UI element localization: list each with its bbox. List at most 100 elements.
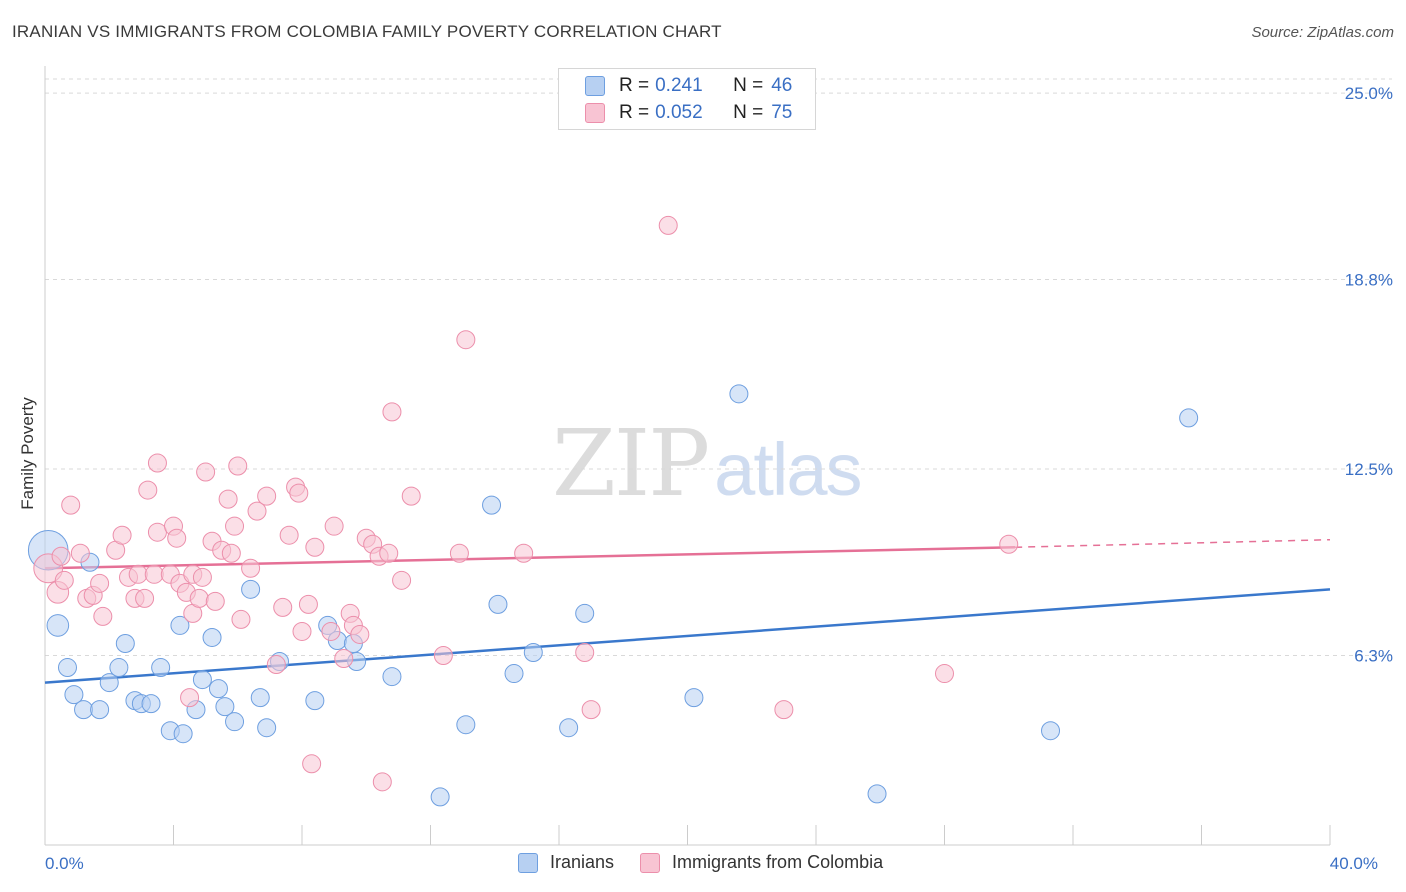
data-point-blue: [225, 712, 245, 732]
data-point-blue: [90, 700, 110, 720]
legend-n-value: 75: [771, 102, 793, 123]
data-point-blue: [430, 787, 450, 807]
data-point-pink: [305, 537, 325, 557]
legend-n-label: N =: [733, 102, 764, 123]
data-point-pink: [61, 495, 81, 515]
legend-r-label: R =: [619, 102, 650, 123]
y-axis-label: Family Poverty: [18, 397, 37, 510]
data-point-blue: [170, 615, 190, 635]
y-tick-label: 12.5%: [1345, 460, 1393, 479]
data-point-pink: [379, 543, 399, 563]
legend-swatch-pink: [585, 103, 605, 123]
data-point-pink: [279, 525, 299, 545]
legend-swatch-blue: [585, 76, 605, 96]
data-point-blue: [141, 694, 161, 714]
stats-legend: R = 0.241 N = 46 R = 0.052 N = 75: [558, 68, 816, 130]
data-point-pink: [289, 483, 309, 503]
data-point-pink: [70, 543, 90, 563]
data-point-blue: [57, 658, 77, 678]
y-tick-label: 25.0%: [1345, 84, 1393, 103]
data-point-pink: [350, 624, 370, 644]
data-point-blue: [257, 718, 277, 738]
series-swatch-pink: [640, 852, 661, 873]
data-point-pink: [392, 570, 412, 590]
data-point-pink: [575, 643, 595, 663]
data-point-blue: [488, 594, 508, 614]
data-point-blue: [482, 495, 502, 515]
axis-layer: [44, 66, 1331, 846]
data-point-pink: [334, 649, 354, 669]
data-point-blue: [523, 643, 543, 663]
chart-title: IRANIAN VS IMMIGRANTS FROM COLOMBIA FAMI…: [12, 22, 722, 41]
x-tick-label: 0.0%: [45, 854, 84, 873]
trend-line-extension-pink: [1015, 538, 1331, 548]
data-point-pink: [167, 528, 187, 548]
x-tick-label: 40.0%: [1330, 854, 1378, 873]
data-point-pink: [935, 664, 954, 684]
data-point-blue: [109, 658, 129, 678]
data-point-pink: [658, 215, 678, 235]
data-point-pink: [382, 402, 402, 422]
data-point-pink: [51, 546, 71, 566]
trend-line-blue: [44, 588, 1331, 684]
data-point-blue: [729, 384, 749, 404]
series-legend-colombia[interactable]: Immigrants from Colombia: [640, 852, 883, 873]
data-point-blue: [99, 673, 119, 693]
data-point-pink: [228, 456, 248, 476]
series-swatch-blue: [518, 852, 538, 873]
data-point-blue: [46, 614, 70, 637]
data-point-blue: [1179, 408, 1199, 428]
data-point-pink: [231, 609, 251, 629]
data-point-pink: [257, 486, 277, 506]
data-point-blue: [684, 688, 704, 708]
data-point-blue: [241, 579, 261, 599]
data-point-pink: [112, 525, 132, 545]
data-point-pink: [449, 543, 469, 563]
data-point-pink: [93, 606, 113, 626]
data-point-pink: [456, 330, 476, 350]
data-point-blue: [575, 603, 595, 623]
series-name: Iranians: [550, 852, 615, 872]
legend-row-colombia: R = 0.052 N = 75: [585, 100, 792, 126]
data-point-blue: [115, 633, 135, 653]
data-point-blue: [173, 724, 193, 744]
data-point-blue: [151, 658, 171, 678]
data-point-blue: [192, 670, 212, 690]
y-tick-label: 6.3%: [1354, 647, 1393, 666]
y-tick-label: 18.8%: [1345, 271, 1393, 290]
label-layer: 6.3% 12.5% 18.8% 25.0% 0.0% 40.0% Family Pover…: [18, 84, 1393, 873]
data-point-pink: [774, 700, 794, 720]
data-point-blue: [208, 679, 228, 699]
data-point-pink: [205, 591, 225, 611]
data-point-pink: [302, 754, 322, 774]
data-point-blue: [1041, 721, 1061, 741]
data-point-pink: [138, 480, 158, 500]
data-point-pink: [581, 700, 601, 720]
data-point-blue: [250, 688, 270, 708]
series-legend-iranians[interactable]: Iranians: [518, 852, 614, 873]
data-point-pink: [54, 570, 74, 590]
data-point-pink: [266, 655, 286, 675]
legend-r-value: 0.241: [655, 75, 703, 96]
data-point-blue: [382, 667, 402, 687]
data-point-pink: [433, 646, 453, 666]
data-point-pink: [144, 564, 164, 584]
data-point-blue: [456, 715, 476, 735]
data-point-pink: [128, 564, 148, 584]
data-point-pink: [298, 594, 318, 614]
data-point-blue: [559, 718, 579, 738]
data-point-blue: [305, 691, 325, 711]
legend-n-value: 46: [771, 75, 793, 96]
data-point-pink: [324, 516, 344, 536]
data-point-pink: [90, 573, 110, 593]
data-point-pink: [147, 522, 167, 542]
data-point-pink: [221, 543, 241, 563]
data-point-pink: [372, 772, 392, 792]
data-point-pink: [401, 486, 421, 506]
data-point-pink: [292, 621, 312, 641]
data-point-pink: [225, 516, 245, 536]
data-point-blue: [64, 685, 84, 705]
data-point-blue: [867, 784, 887, 804]
data-point-blue: [504, 664, 524, 684]
